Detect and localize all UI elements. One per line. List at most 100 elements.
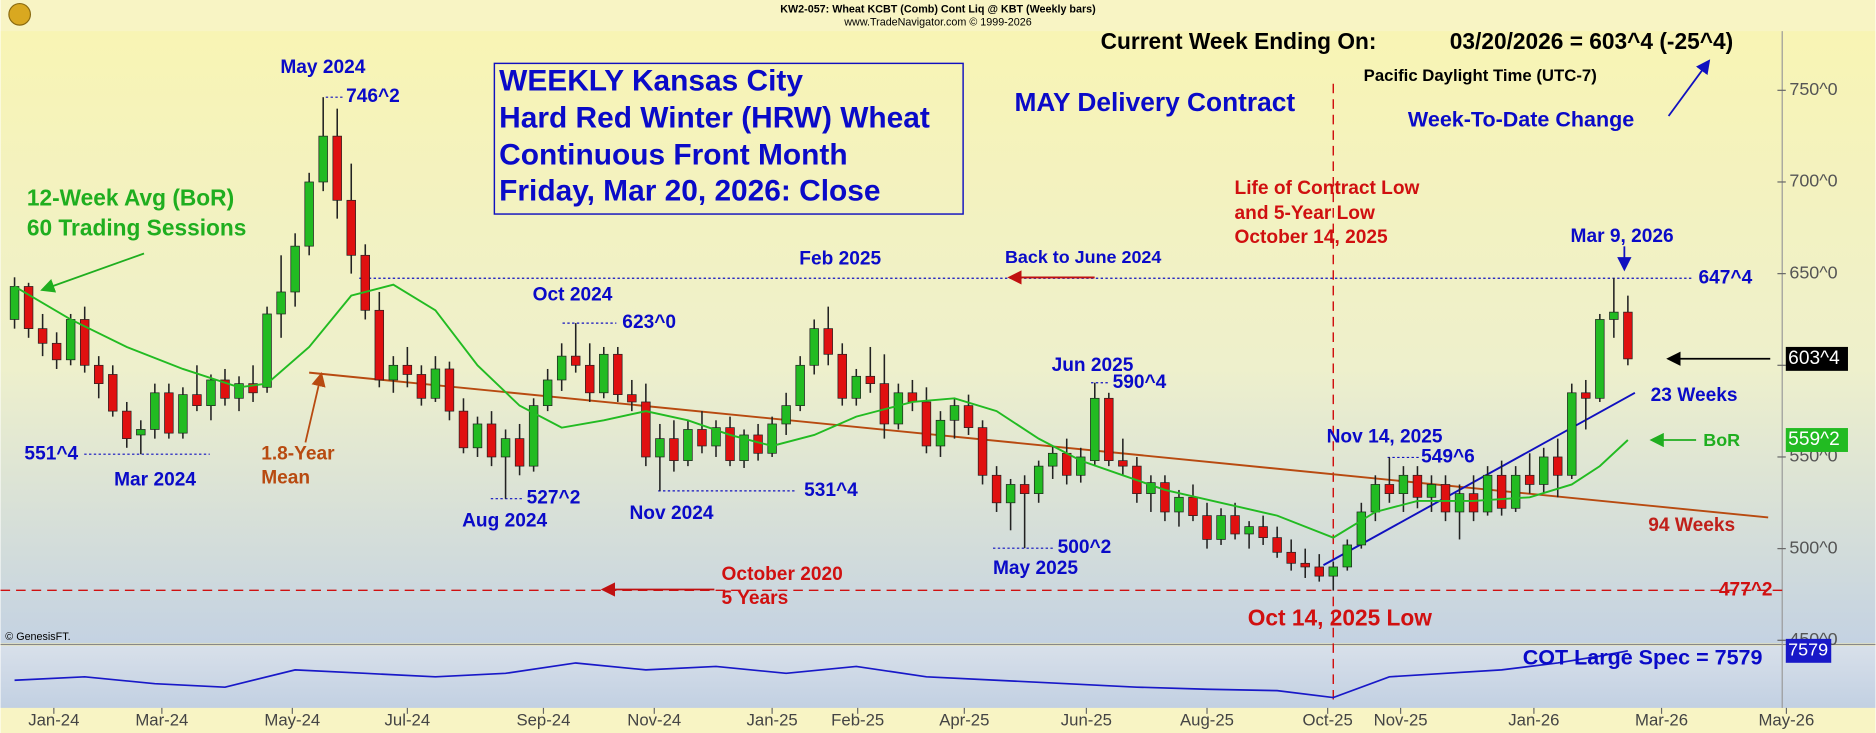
x-tick-label: Nov-25: [1374, 710, 1428, 729]
box-line: Friday, Mar 20, 2026: Close: [499, 174, 880, 207]
level-label: 746^2: [346, 86, 400, 107]
candle-body: [388, 364, 399, 381]
box-line: Hard Red Winter (HRW) Wheat: [499, 101, 930, 134]
x-tick-label: Jan-25: [747, 710, 798, 729]
candle-body: [1496, 474, 1507, 509]
level-label: 549^6: [1421, 446, 1475, 467]
candle-body: [795, 364, 805, 406]
candle-body: [318, 135, 328, 183]
date-note: Feb 2025: [799, 249, 881, 270]
candle-body: [739, 434, 749, 461]
candle-body: [599, 353, 609, 394]
cot-box: [1785, 638, 1832, 663]
candle-body: [1160, 482, 1170, 513]
y-tick-label: 700^0: [1789, 171, 1837, 191]
candle-body: [416, 374, 427, 399]
x-tick-label: Jul-24: [385, 710, 431, 729]
candle-body: [514, 438, 525, 467]
candle-body: [528, 405, 539, 467]
low-note: October 14, 2025: [1235, 227, 1388, 248]
candle-body: [669, 438, 679, 461]
candle-body: [1468, 493, 1479, 513]
candle-body: [851, 375, 862, 399]
candle-body: [1510, 474, 1521, 509]
x-tick-label: Jan-24: [28, 710, 79, 729]
candle-body: [865, 375, 876, 384]
chart-title: KW2-057: Wheat KCBT (Comb) Cont Liq @ KB…: [780, 3, 1096, 15]
cot-label: 7579: [1788, 640, 1828, 660]
x-tick-label: Oct-25: [1303, 710, 1353, 729]
arrow: [304, 371, 326, 443]
candle-body: [136, 429, 146, 436]
candle-body: [1118, 460, 1128, 467]
candle-body: [1005, 484, 1016, 504]
candle-body: [360, 254, 370, 311]
low-note: and 5-Year Low: [1235, 203, 1375, 224]
low-label: Oct 14, 2025 Low: [1248, 604, 1433, 630]
level-label: 500^2: [1058, 537, 1112, 558]
candle-body: [1062, 452, 1072, 476]
candle-body: [1567, 392, 1577, 476]
week-value: 03/20/2026 = 603^4 (-25^4): [1450, 28, 1733, 54]
candle-body: [1244, 526, 1254, 535]
candle-body: [346, 199, 356, 256]
candle-body: [963, 405, 974, 428]
contract-note: MAY Delivery Contract: [1015, 87, 1296, 117]
candle-body: [234, 383, 244, 399]
date-note: Mar 9, 2026: [1571, 226, 1674, 247]
x-tick-label: Mar-24: [135, 710, 188, 729]
level-label: 477^2: [1719, 579, 1773, 600]
x-tick-label: Apr-25: [939, 710, 989, 729]
candle-body: [556, 355, 567, 381]
candle-body: [1440, 484, 1451, 513]
label-layer: 746^2 623^0 551^4 527^2 531^4 590^4 500^2 549^6…: [24, 86, 1848, 663]
candle-body: [907, 392, 918, 403]
candle-body: [150, 392, 160, 430]
oct2020-note: October 2020: [722, 564, 843, 585]
candle-body: [1258, 526, 1268, 538]
weeks-note: 23 Weeks: [1651, 385, 1738, 406]
candle-body: [37, 328, 48, 344]
candle-body: [1076, 456, 1086, 476]
mean-note: 1.8-Year: [261, 443, 335, 464]
bor-note: BoR: [1703, 430, 1740, 450]
weeks-note: 94 Weeks: [1648, 515, 1735, 536]
candle-body: [627, 394, 637, 403]
candle-body: [837, 353, 847, 399]
candle-body: [9, 286, 20, 320]
candle-body: [655, 438, 665, 458]
arrow: [1667, 59, 1711, 117]
ma-note: 12-Week Avg (BoR): [27, 185, 234, 211]
candle-body: [1342, 544, 1353, 568]
back-note: Back to June 2024: [1005, 247, 1161, 267]
copyright: © GenesisFT.: [5, 631, 70, 643]
candle-body: [206, 379, 216, 406]
candle-body: [444, 368, 455, 412]
candle-body: [1230, 515, 1240, 535]
candle-body: [1426, 484, 1437, 498]
candle-body: [332, 135, 342, 201]
date-note: Nov 14, 2025: [1327, 427, 1443, 448]
date-note: Oct 2024: [533, 284, 613, 305]
date-note: May 2024: [280, 57, 365, 78]
week-ending: Current Week Ending On:: [1101, 28, 1377, 54]
candle-body: [697, 429, 707, 447]
candle-body: [262, 313, 272, 388]
last-price-box: [1785, 346, 1848, 371]
arrows: [40, 59, 1771, 597]
candle-body: [542, 379, 553, 406]
candle-body: [1146, 482, 1156, 494]
candle-body: [809, 328, 819, 366]
candle-body: [458, 410, 469, 449]
level-label: 647^4: [1699, 267, 1753, 288]
trend-line: [1322, 391, 1636, 566]
candle-body: [1553, 456, 1563, 476]
candle-body: [613, 353, 623, 395]
candle-body: [1609, 311, 1619, 320]
x-tick-label: Feb-25: [831, 710, 884, 729]
candle-body: [51, 342, 62, 361]
candle-body: [304, 181, 314, 247]
candle-body: [108, 374, 118, 412]
info-box: [493, 62, 964, 215]
